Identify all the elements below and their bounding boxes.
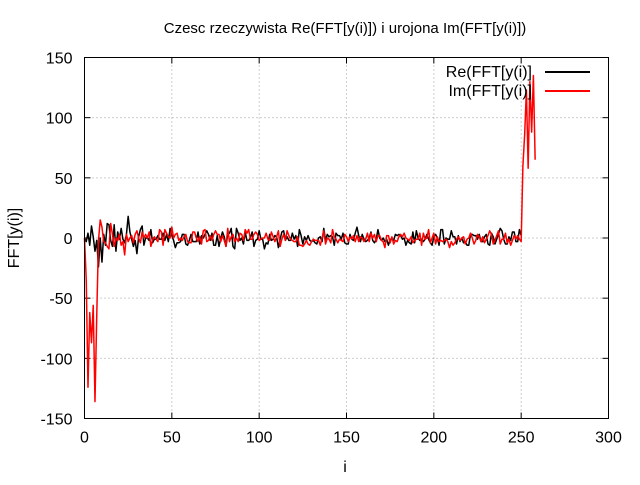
y-tick-label: 50 (55, 171, 73, 188)
x-tick-label: 250 (508, 430, 535, 447)
x-tick-label: 150 (333, 430, 360, 447)
y-axis-label: FFT[y(i)] (6, 208, 23, 268)
x-tick-label: 300 (595, 430, 622, 447)
plot-frame (84, 57, 609, 419)
chart-title: Czesc rzeczywista Re(FFT[y(i)]) i urojon… (164, 20, 527, 37)
y-tick-label: -100 (40, 351, 72, 368)
x-tick-label: 0 (80, 430, 89, 447)
y-tick-label: -50 (49, 291, 72, 308)
ticks: 0 50 100 150 200 250 300 150 100 50 0 -50 -100 -150 (40, 51, 621, 447)
series (83, 74, 536, 403)
legend-label: Re(FFT[y(i)] (446, 64, 532, 81)
x-tick-label: 100 (246, 430, 273, 447)
y-tick-label: 150 (46, 51, 73, 68)
y-tick-label: -150 (40, 412, 72, 429)
legend-label: Im(FFT[y(i)] (448, 83, 532, 100)
series-line-im (83, 74, 536, 403)
series-line-re (83, 215, 522, 268)
y-tick-label: 100 (46, 111, 73, 128)
x-tick-label: 50 (163, 430, 181, 447)
x-tick-label: 200 (420, 430, 447, 447)
legend: Re(FFT[y(i)] Im(FFT[y(i)] (446, 64, 590, 100)
y-tick-label: 0 (64, 231, 73, 248)
x-axis-label: i (343, 459, 347, 476)
